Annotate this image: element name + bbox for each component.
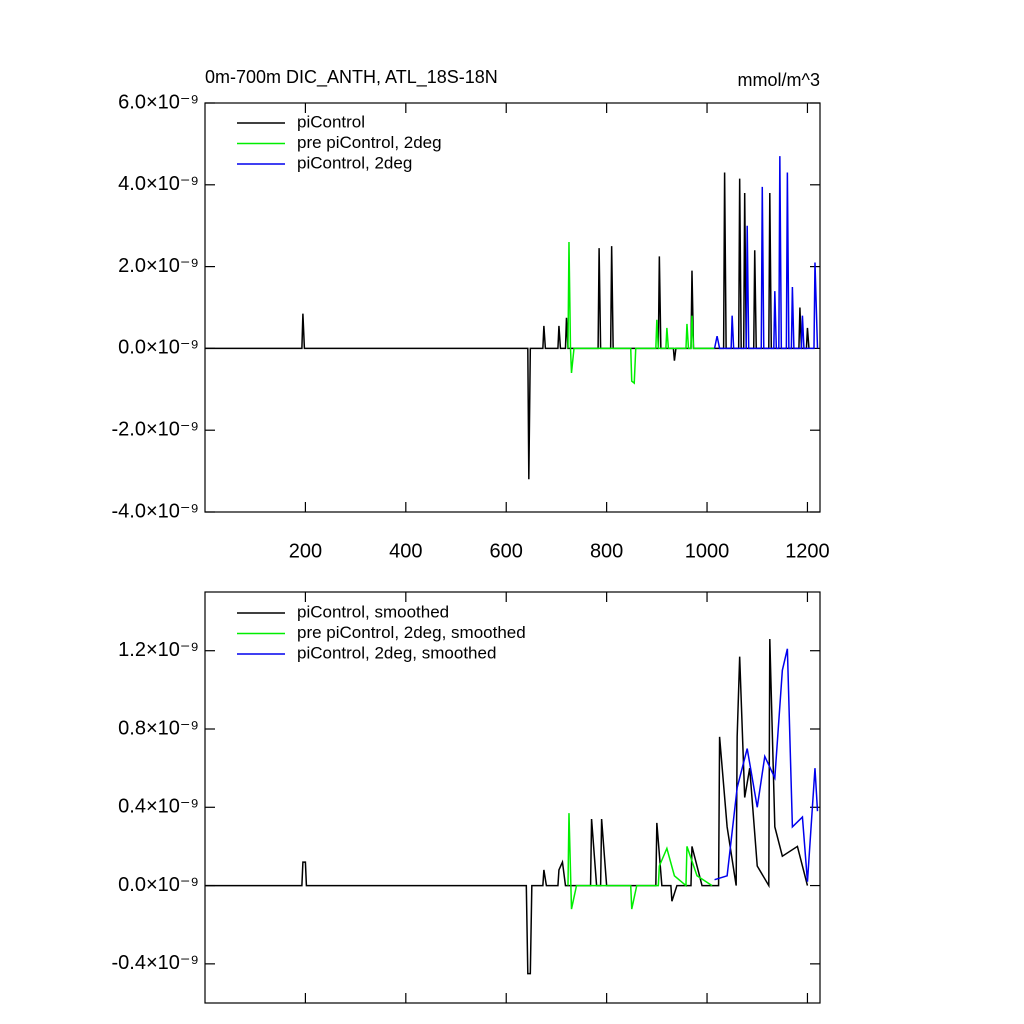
- legend-label: pre piControl, 2deg, smoothed: [297, 623, 526, 642]
- x-tick-label: 800: [590, 540, 623, 562]
- units-label: mmol/m^3: [738, 70, 820, 90]
- legend-label: piControl, smoothed: [297, 602, 449, 621]
- y-tick-label: 0.4×10⁻⁹: [118, 796, 199, 818]
- x-tick-label: 200: [289, 540, 322, 562]
- y-tick-label: 0.0×10⁻⁹: [118, 874, 199, 896]
- y-tick-label: 2.0×10⁻⁹: [118, 255, 199, 277]
- y-tick-label: -2.0×10⁻⁹: [111, 418, 199, 440]
- y-tick-label: 0.8×10⁻⁹: [118, 717, 199, 739]
- data-line: [205, 172, 810, 480]
- legend-label: pre piControl, 2deg: [297, 133, 442, 152]
- y-tick-label: 1.2×10⁻⁹: [118, 639, 199, 661]
- x-tick-label: 1200: [785, 540, 830, 562]
- legend-label: piControl, 2deg, smoothed: [297, 643, 496, 662]
- x-tick-label: 600: [490, 540, 523, 562]
- plot-frame: [204, 591, 821, 1004]
- y-tick-label: 0.0×10⁻⁹: [118, 337, 199, 359]
- y-tick-label: 4.0×10⁻⁹: [118, 173, 199, 195]
- x-tick-label: 400: [389, 540, 422, 562]
- y-tick-label: -4.0×10⁻⁹: [111, 500, 199, 522]
- data-line: [567, 813, 713, 910]
- chart-title: 0m-700m DIC_ANTH, ATL_18S-18N: [205, 67, 498, 88]
- data-line: [714, 648, 819, 882]
- legend-label: piControl: [297, 112, 365, 131]
- y-tick-label: 6.0×10⁻⁹: [118, 91, 199, 113]
- data-line: [567, 242, 715, 385]
- legend-label: piControl, 2deg: [297, 153, 412, 172]
- x-tick-label: 1000: [685, 540, 730, 562]
- data-line: [713, 156, 819, 350]
- y-tick-label: -0.4×10⁻⁹: [111, 952, 199, 974]
- data-line: [205, 638, 809, 975]
- plot-frame: [204, 102, 821, 513]
